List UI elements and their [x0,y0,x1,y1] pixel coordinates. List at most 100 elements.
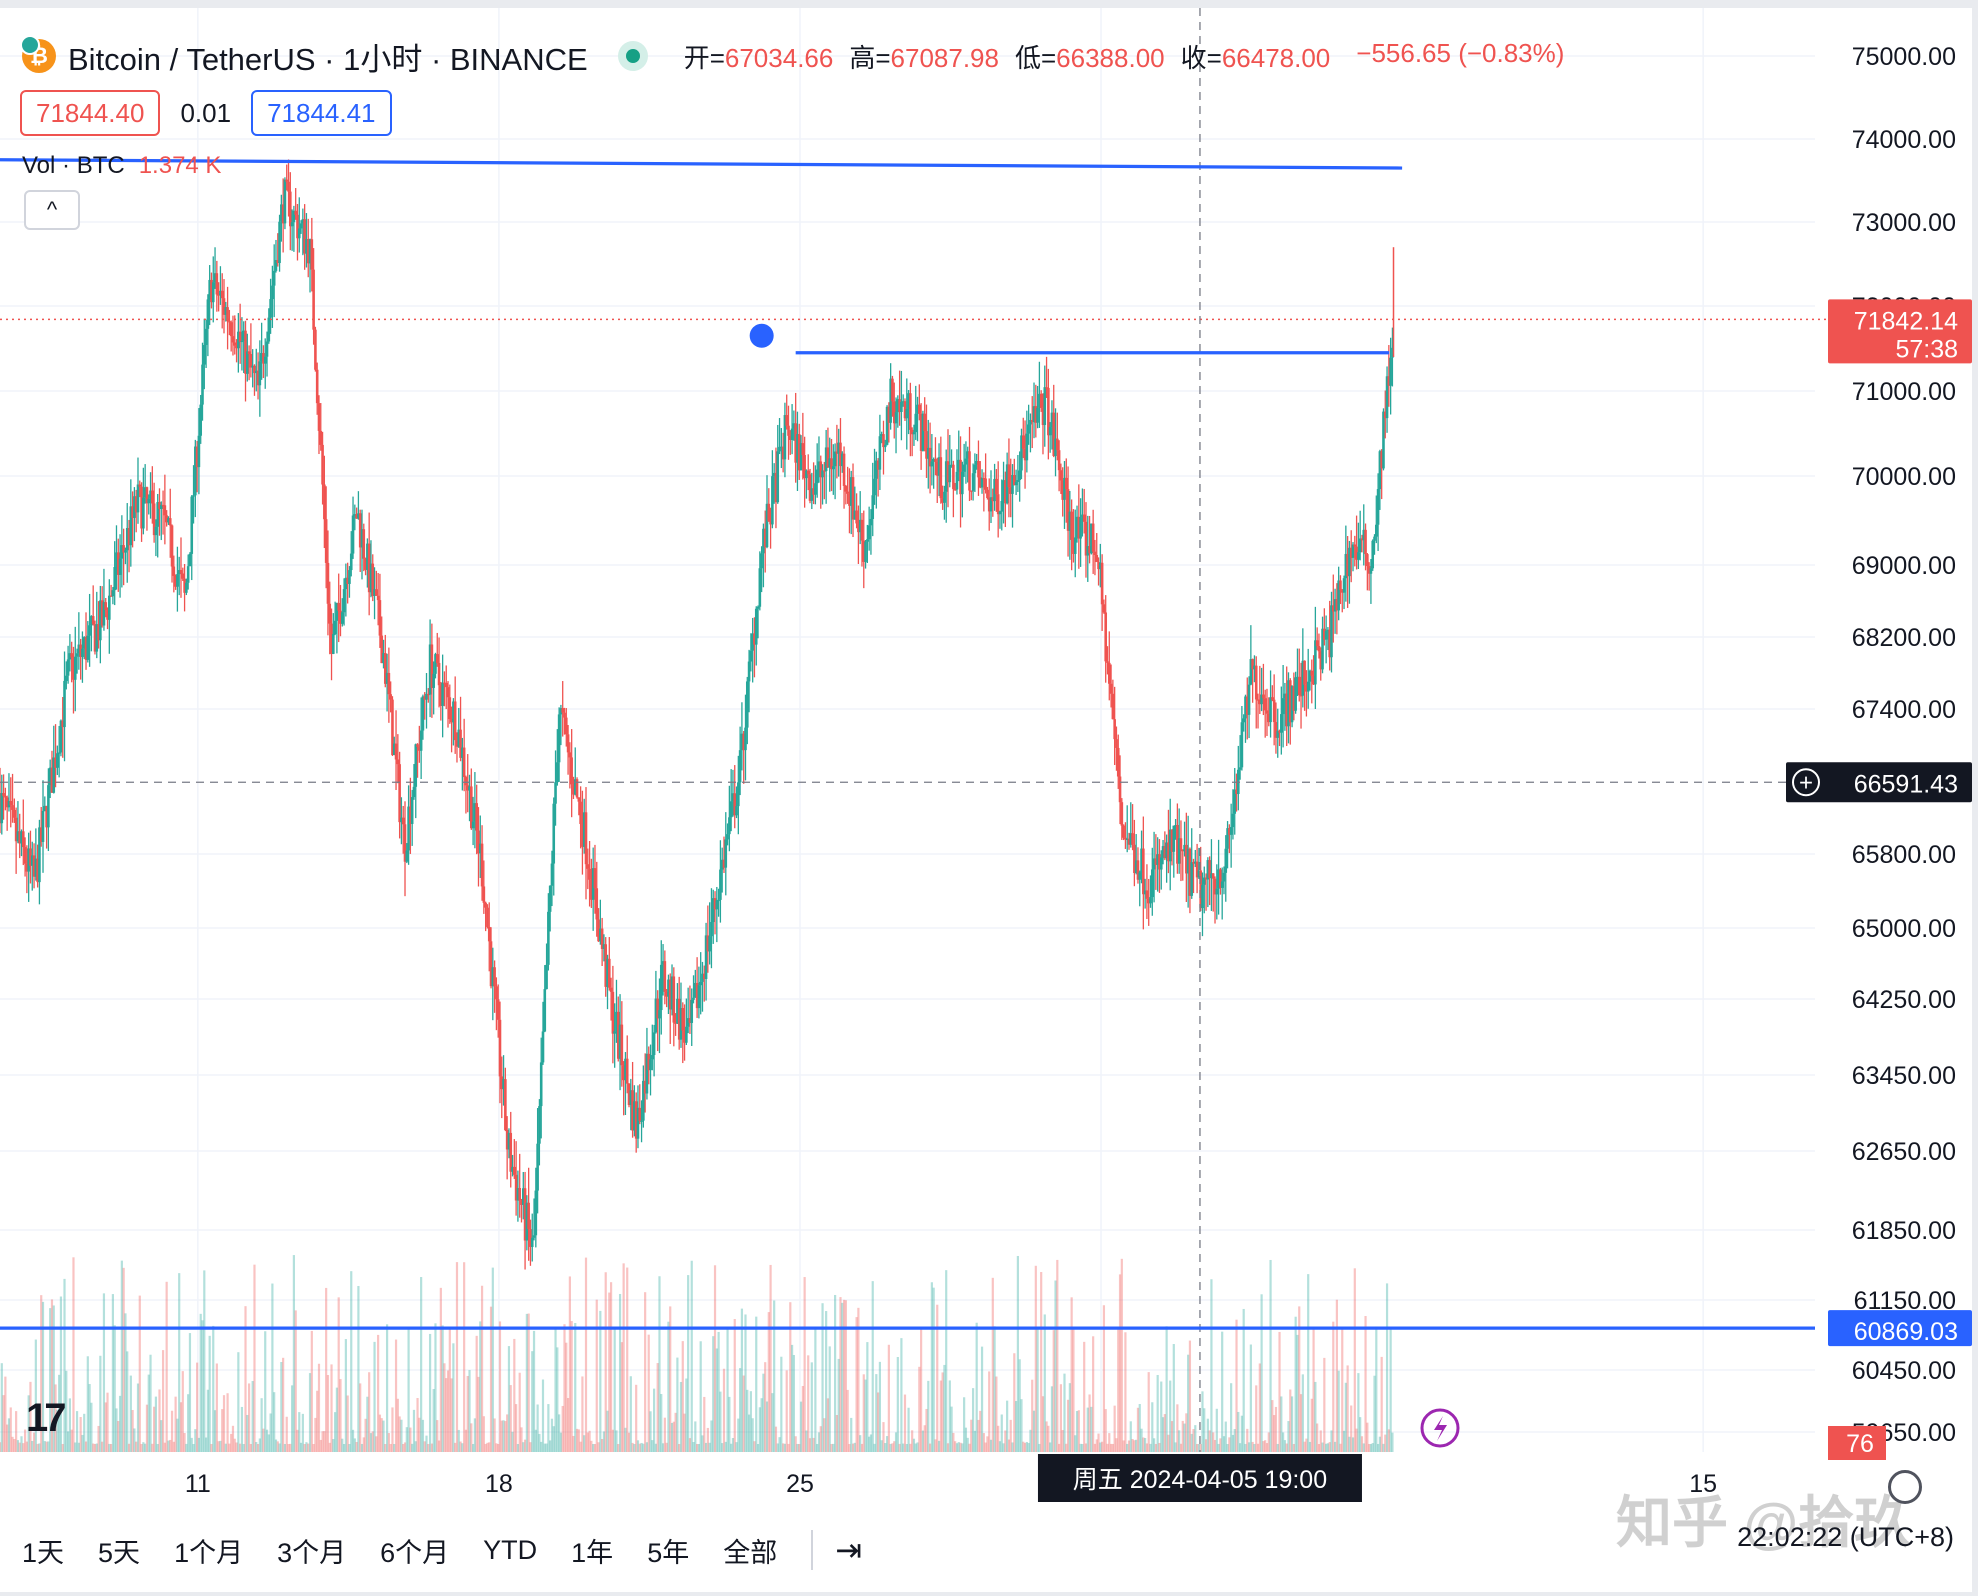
candle-body [1057,450,1061,471]
volume-bar [1140,1428,1143,1452]
candle-body [188,553,192,567]
time-tick-label: 25 [786,1470,814,1498]
range-6m[interactable]: 6个月 [380,1537,450,1568]
candle-body [281,204,285,224]
volume-bar [916,1442,919,1452]
candle-body [1258,699,1262,705]
candle-body [152,503,156,536]
candle-body [541,1031,545,1063]
volume-bar [342,1443,346,1452]
candle-body [840,453,844,467]
volume-bar [717,1331,720,1452]
candle-body [18,831,22,844]
volume-bar [1149,1443,1152,1452]
candle-body [437,662,441,686]
volume-bar [328,1442,331,1452]
candle-body [699,981,702,986]
candle-body [1143,890,1147,895]
volume-bar [692,1442,695,1452]
candle-body [570,757,573,785]
volume-bar [45,1441,48,1452]
volume-bar [866,1342,869,1452]
candle-body [1190,862,1194,896]
volume-bar [1099,1442,1102,1452]
volume-bar [835,1415,838,1452]
volume-bar [581,1376,584,1452]
candle-body [839,442,842,467]
range-1m[interactable]: 1个月 [174,1537,244,1568]
candle-body [584,812,588,865]
volume-bar [724,1441,727,1452]
range-1d[interactable]: 1天 [22,1537,65,1568]
candle-body [857,523,860,533]
timezone-clock[interactable]: 22:02:22 (UTC+8) [1737,1522,1954,1552]
candle-body [514,1174,518,1201]
candle-body [167,518,170,523]
volume-bar [618,1293,622,1452]
volume-bar [1145,1443,1149,1452]
volume-bar [1287,1421,1290,1452]
candle-body [1199,870,1202,909]
range-all[interactable]: 全部 [723,1537,778,1568]
volume-bar [1022,1441,1025,1452]
candle-body [679,1008,683,1040]
settings-icon[interactable] [1888,1470,1922,1504]
candle-body [1235,789,1238,795]
volume-bar [633,1443,636,1452]
volume-bar [258,1438,261,1452]
volume-legend[interactable]: Vol · BTC 1.374 K [22,152,221,180]
volume-bar [918,1366,921,1452]
price-tick-label: 65800.00 [1852,841,1956,869]
volume-bar [1373,1375,1376,1452]
candle-body [1391,347,1394,358]
sell-price-button[interactable]: 71844.40 [20,90,161,136]
volume-bar [638,1443,641,1452]
goto-date-icon[interactable]: ⇥ [835,1532,863,1568]
candle-body [1249,659,1253,685]
candle-body [715,900,719,910]
candle-body [409,806,412,824]
range-5y[interactable]: 5年 [647,1537,690,1568]
volume-bar [403,1442,407,1452]
candle-body [1077,516,1081,539]
candle-body [1288,680,1292,723]
volume-bar [65,1370,68,1452]
volume-bar [1065,1443,1068,1452]
candle-body [1100,562,1104,605]
candle-body [509,1132,513,1172]
volume-bar [536,1404,539,1452]
volume-bar [744,1314,747,1452]
volume-bar [979,1410,982,1452]
candle-body [688,1018,692,1023]
candle-body [97,624,100,641]
candle-body [717,899,720,902]
volume-bar [975,1322,978,1452]
volume-bar [905,1443,908,1452]
price-tick-label: 68200.00 [1852,624,1956,652]
candle-body [1274,722,1278,738]
range-5d[interactable]: 5天 [98,1537,141,1568]
volume-bar [461,1443,464,1452]
volume-bar [140,1443,143,1452]
candle-body [848,493,851,506]
symbol-title[interactable]: Bitcoin / TetherUS · 1小时 · BINANCE [68,41,588,77]
volume-bar [23,1429,27,1452]
candle-body [383,653,387,684]
price-chart[interactable]: 75000.0074000.0073000.0072000.0071000.00… [0,8,1972,1592]
collapse-legend-button[interactable]: ^ [24,190,80,230]
volume-bar [710,1420,713,1452]
volume-bar [877,1392,880,1452]
volume-bar [1020,1399,1023,1452]
candle-body [1134,860,1138,873]
range-1y[interactable]: 1年 [571,1537,614,1568]
range-ytd[interactable]: YTD [483,1534,538,1565]
volume-bar [1353,1268,1356,1452]
volume-bar [660,1394,663,1452]
candle-body [1005,464,1009,504]
candle-body [208,279,211,300]
range-3m[interactable]: 3个月 [277,1537,347,1568]
candle-body [405,850,409,862]
volume-bar [382,1420,385,1452]
buy-price-button[interactable]: 71844.41 [251,90,392,136]
candle-body [500,1076,504,1090]
